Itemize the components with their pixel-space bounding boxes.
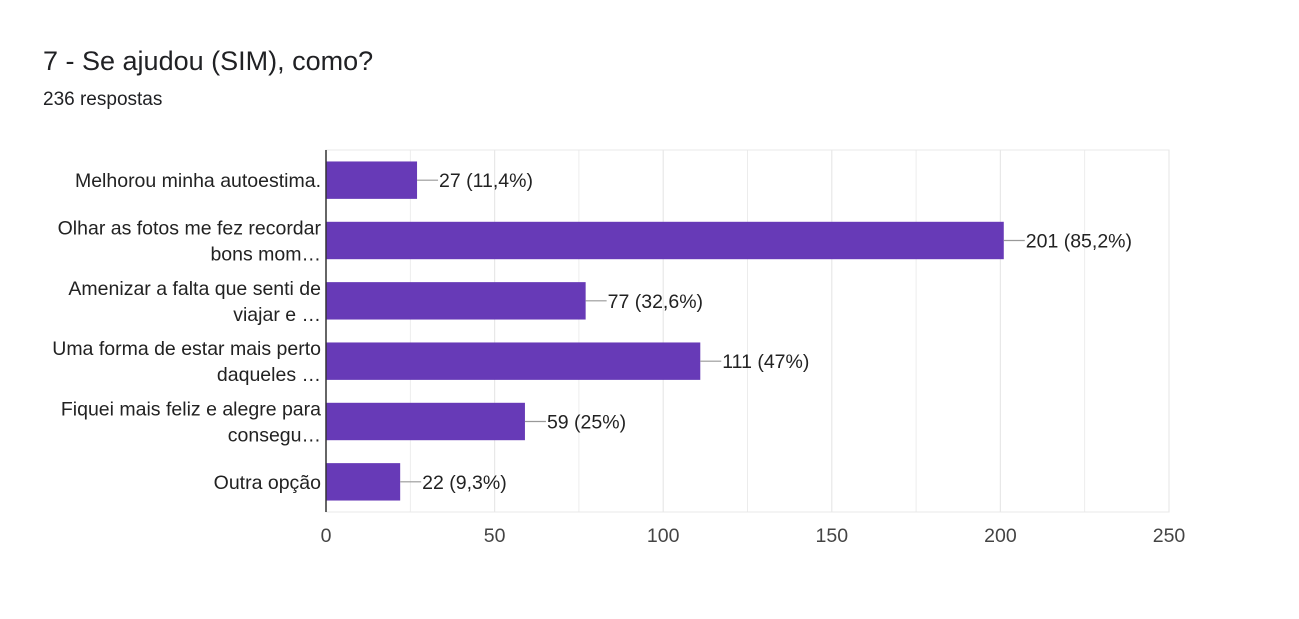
category-label: Uma forma de estar mais perto: [52, 338, 321, 360]
category-label: daqueles …: [217, 364, 321, 386]
data-label: 111 (47%): [722, 351, 809, 373]
response-count: 236 respostas: [43, 89, 163, 110]
x-tick-label: 200: [984, 525, 1017, 547]
question-title: 7 - Se ajudou (SIM), como?: [43, 46, 374, 76]
x-tick-label: 250: [1153, 525, 1186, 547]
data-label: 201 (85,2%): [1026, 231, 1132, 253]
bar: [326, 161, 418, 199]
category-label: Amenizar a falta que senti de: [68, 278, 321, 300]
category-label: Melhorou minha autoestima.: [75, 170, 321, 192]
x-tick-label: 100: [647, 525, 680, 547]
x-tick-label: 50: [484, 525, 506, 547]
data-label: 77 (32,6%): [608, 291, 703, 313]
data-label: 27 (11,4%): [439, 170, 533, 192]
category-label: Olhar as fotos me fez recordar: [58, 218, 322, 240]
category-label: consegu…: [228, 425, 321, 447]
category-label: bons mom…: [210, 244, 321, 266]
bar: [326, 282, 586, 320]
bar: [326, 463, 401, 501]
bar: [326, 221, 1004, 260]
bar: [326, 402, 525, 441]
data-label: 59 (25%): [547, 412, 626, 434]
data-label: 22 (9,3%): [422, 472, 507, 494]
category-label: viajar e …: [233, 304, 321, 326]
category-label: Fiquei mais feliz e alegre para: [61, 399, 321, 421]
category-label: Outra opção: [214, 472, 321, 494]
x-tick-label: 150: [816, 525, 849, 547]
bar: [326, 342, 701, 380]
x-tick-label: 0: [321, 525, 332, 547]
